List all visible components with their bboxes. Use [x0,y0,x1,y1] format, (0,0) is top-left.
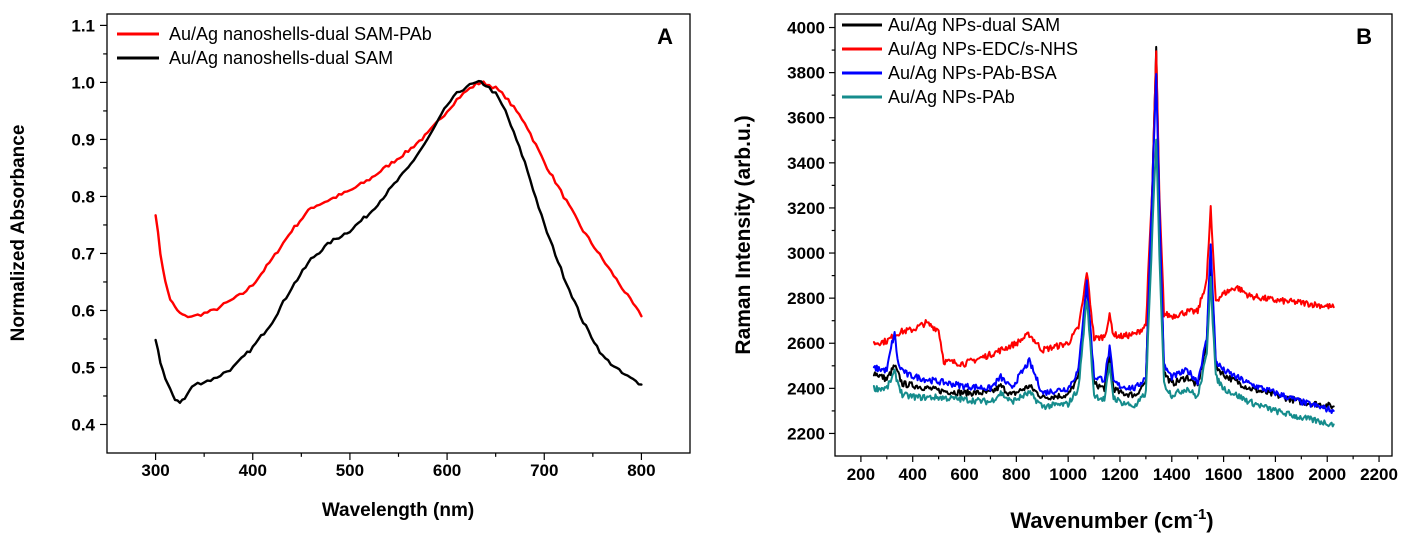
chart-panel-b: 200 400 600 800 1000 1200 1400 1600 1800 2000 2200… [732,13,1398,533]
panel-a-y-tick-label: 0.4 [71,415,95,434]
panel-b-y-tick-label: 3400 [787,154,825,173]
panel-a-series-layer [154,79,643,404]
panel-b-plot-frame [834,13,1393,457]
panel-a-y-tick-label: 1.1 [71,16,95,35]
panel-a-x-tick-label: 600 [433,461,461,480]
panel-b-x-tick-label: 1200 [1101,465,1139,484]
panel-a-y-tick-label: 0.7 [71,244,95,263]
panel-a-y-tick-label: 0.6 [71,301,95,320]
panel-a-legend-label: Au/Ag nanoshells-dual SAM [169,48,393,68]
panel-b-letter: B [1356,24,1372,49]
panel-a-legend-label: Au/Ag nanoshells-dual SAM-PAb [169,24,432,44]
panel-b-y-tick-label: 2400 [787,379,825,398]
panel-b-x-tick-label: 1000 [1049,465,1087,484]
panel-b-axes: 200 400 600 800 1000 1200 1400 1600 1800 2000 2200… [787,19,1398,484]
panel-a-y-tick-label: 1.0 [71,73,95,92]
panel-a-x-tick-label: 300 [141,461,169,480]
panel-a-y-tick-label: 0.5 [71,358,95,377]
panel-a-letter: A [657,24,673,49]
panel-b-x-tick-label: 600 [950,465,978,484]
panel-a-legend: Au/Ag nanoshells-dual SAM-PAb Au/Ag nanos… [117,24,432,68]
panel-b-y-tick-label: 3600 [787,109,825,128]
panel-b-legend: Au/Ag NPs-dual SAM Au/Ag NPs-EDC/s-NHS Au/… [842,15,1078,107]
panel-a-x-tick-label: 800 [627,461,655,480]
panel-b-y-tick-label: 2800 [787,289,825,308]
panel-b-series-layer [872,45,1335,428]
panel-b-y-tick-label: 3200 [787,199,825,218]
panel-b-x-tick-label: 1400 [1153,465,1191,484]
panel-b-x-axis-label-suffix: ) [1206,508,1213,533]
panel-b-x-axis-label-main: Wavenumber (cm [1010,508,1193,533]
panel-b-y-tick-label: 3000 [787,244,825,263]
panel-b-x-tick-label: 2200 [1360,465,1398,484]
panel-a-x-tick-label: 400 [239,461,267,480]
panel-b-y-tick-label: 3800 [787,64,825,83]
panel-b-x-tick-label: 1600 [1205,465,1243,484]
panel-b-x-tick-label: 400 [899,465,927,484]
panel-b-x-tick-label: 200 [847,465,875,484]
panel-b-x-axis-label: Wavenumber (cm-1) [1010,506,1213,533]
panel-b-x-tick-label: 800 [1002,465,1030,484]
panel-b-y-axis-label: Raman Intensity (arb.u.) [732,115,755,354]
panel-b-legend-label: Au/Ag NPs-PAb-BSA [888,63,1057,83]
panel-a-series-au-ag-nanoshells-dual-sam-pab [154,80,643,319]
panel-b-series-au-ag-nps-pab [872,138,1335,428]
panel-b-y-tick-label: 2600 [787,334,825,353]
panel-a-y-axis-label: Normalized Absorbance [8,125,29,342]
panel-b-y-tick-label: 2200 [787,424,825,443]
panel-b-legend-label: Au/Ag NPs-PAb [888,87,1015,107]
panel-a-axes: 300 400 500 600 700 800 0.4 0.5 0.6 0.7 0.8 0.9 1.0 1… [71,16,655,480]
panel-b-legend-label: Au/Ag NPs-dual SAM [888,15,1060,35]
panel-b-series-au-ag-nps-dual-sam [872,45,1335,410]
panel-b-x-axis-label-superscript: -1 [1193,506,1206,523]
panel-a-y-tick-label: 0.8 [71,187,95,206]
panel-a-y-tick-label: 0.9 [71,130,95,149]
panel-a-series-au-ag-nanoshells-dual-sam [154,79,643,404]
panel-a-x-axis-label: Wavelength (nm) [322,500,474,521]
panel-b-legend-label: Au/Ag NPs-EDC/s-NHS [888,39,1078,59]
panel-b-x-tick-label: 2000 [1308,465,1346,484]
panel-b-x-tick-label: 1800 [1257,465,1295,484]
panel-b-series-au-ag-nps-edc-s-nhs [872,50,1335,368]
chart-panel-a: 300 400 500 600 700 800 0.4 0.5 0.6 0.7 0.8 0.9 1.0 1… [8,13,691,521]
panel-a-x-tick-label: 500 [336,461,364,480]
panel-a-x-tick-label: 700 [530,461,558,480]
panel-b-series-au-ag-nps-pab-bsa [872,73,1335,414]
panel-b-y-tick-label: 4000 [787,19,825,38]
